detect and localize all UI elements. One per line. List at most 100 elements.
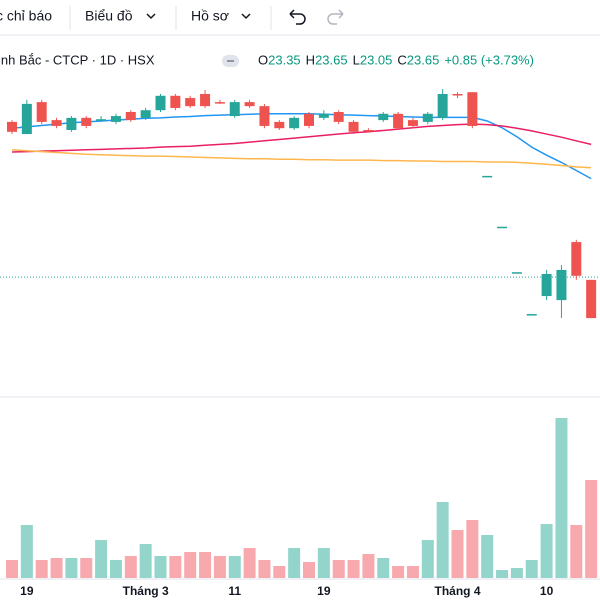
x-tick-label: 11 — [228, 584, 241, 598]
volume-bar — [35, 560, 48, 578]
candle-body — [304, 113, 314, 126]
candle-body — [437, 94, 448, 118]
candle-body — [7, 121, 17, 132]
candle-body — [96, 119, 107, 121]
volume-bar — [20, 525, 33, 578]
ohlc-label: O — [258, 52, 268, 67]
chevron — [146, 13, 156, 20]
x-tick-label: 10 — [540, 584, 554, 598]
ohlc-label: H — [306, 52, 315, 67]
candle-body — [571, 242, 582, 276]
undo-button[interactable] — [289, 9, 306, 25]
candle-body — [586, 279, 597, 319]
volume-bar — [243, 548, 256, 578]
volume-bar — [6, 560, 18, 578]
moving-average — [11, 123, 592, 153]
volume-bar — [392, 566, 405, 578]
moving-average — [11, 113, 592, 180]
legend: inh Bắc - CTCP · 1D · HSX O 23.35 H 23.65 L 2… — [0, 52, 534, 67]
volume-bar — [213, 556, 226, 578]
candle-body — [81, 117, 92, 126]
volume-bar — [585, 480, 598, 578]
ohlc-value: 23.65 — [315, 52, 348, 67]
candle-body — [214, 102, 225, 104]
candle-body — [36, 102, 47, 122]
candle-body — [407, 120, 418, 126]
volume-bar — [50, 558, 63, 578]
volume-bar — [362, 554, 375, 578]
candle-body — [526, 314, 537, 316]
symbol: inh Bắc - CTCP · 1D · HSX — [0, 52, 155, 67]
volume-bar — [184, 552, 197, 578]
candle-body — [21, 103, 32, 135]
candle-body — [125, 112, 136, 121]
volume-bar — [199, 552, 212, 578]
volume-bar — [406, 566, 419, 578]
candle-body — [497, 226, 508, 229]
ohlc-value: 23.35 — [268, 52, 301, 67]
plot: 19 Tháng 3 11 19 Tháng 4 10 — [0, 89, 600, 598]
candle-body — [452, 94, 463, 96]
ohlc-label: C — [397, 52, 406, 67]
volume-bar — [466, 520, 479, 578]
chevron — [241, 13, 251, 20]
candle-body — [333, 112, 344, 122]
moving-average — [11, 149, 592, 169]
volume-bar — [496, 570, 509, 578]
candle-body — [259, 106, 270, 126]
volume-bar — [421, 540, 434, 578]
chart-menu[interactable]: Biểu đồ — [85, 8, 133, 24]
candle-body — [140, 110, 151, 118]
volume-bar — [169, 556, 182, 578]
candle-body — [200, 94, 211, 107]
candle-body — [229, 102, 240, 117]
indicators-button[interactable]: c chỉ báo — [0, 8, 52, 24]
candle-body — [244, 102, 255, 107]
candle-body — [318, 113, 329, 118]
candle-body — [66, 117, 77, 130]
x-tick-label: Tháng 3 — [123, 584, 169, 598]
candle-body — [541, 274, 552, 297]
volume-bar — [80, 558, 93, 578]
volume-bar — [109, 560, 122, 578]
volume-bar — [124, 556, 137, 578]
candle-body — [467, 92, 478, 126]
volume-bar — [540, 524, 553, 578]
volume-bar — [377, 558, 390, 578]
x-tick-label: Tháng 4 — [434, 584, 480, 598]
candle-body — [511, 272, 522, 274]
volume-bar — [65, 558, 78, 578]
candle-body — [185, 98, 196, 107]
candle-body — [274, 121, 285, 129]
ohlc-value: 23.65 — [407, 52, 440, 67]
x-tick-label: 19 — [20, 584, 34, 598]
ohlc: O 23.35 H 23.65 L 23.05 C 23.65 +0.85 (+3.73%) — [258, 52, 534, 67]
ohlc-value: 23.05 — [360, 52, 393, 67]
volume-bar — [555, 418, 568, 578]
candle-body — [363, 130, 374, 132]
redo-button[interactable] — [327, 9, 344, 25]
volume-bar — [570, 525, 583, 578]
candle-body — [482, 175, 493, 178]
profile-menu[interactable]: Hồ sơ — [191, 8, 229, 24]
ohlc-label: L — [353, 52, 360, 67]
x-tick-label: 19 — [317, 584, 331, 598]
volume-bar — [154, 556, 167, 578]
candle-body — [289, 117, 300, 129]
change: +0.85 (+3.73%) — [444, 52, 534, 67]
volume-bar — [95, 540, 108, 578]
candle-body — [378, 113, 389, 121]
candle-body — [393, 113, 404, 129]
volume-bar — [273, 566, 286, 578]
volume-bar — [481, 535, 494, 578]
volume-bar — [451, 530, 464, 578]
volume-bar — [332, 560, 345, 578]
volume-bar — [317, 548, 330, 578]
volume-bar — [347, 560, 360, 578]
candle-body — [348, 121, 359, 132]
volume-bar — [303, 562, 315, 578]
volume-bar — [228, 556, 241, 578]
candle-body — [422, 113, 433, 122]
